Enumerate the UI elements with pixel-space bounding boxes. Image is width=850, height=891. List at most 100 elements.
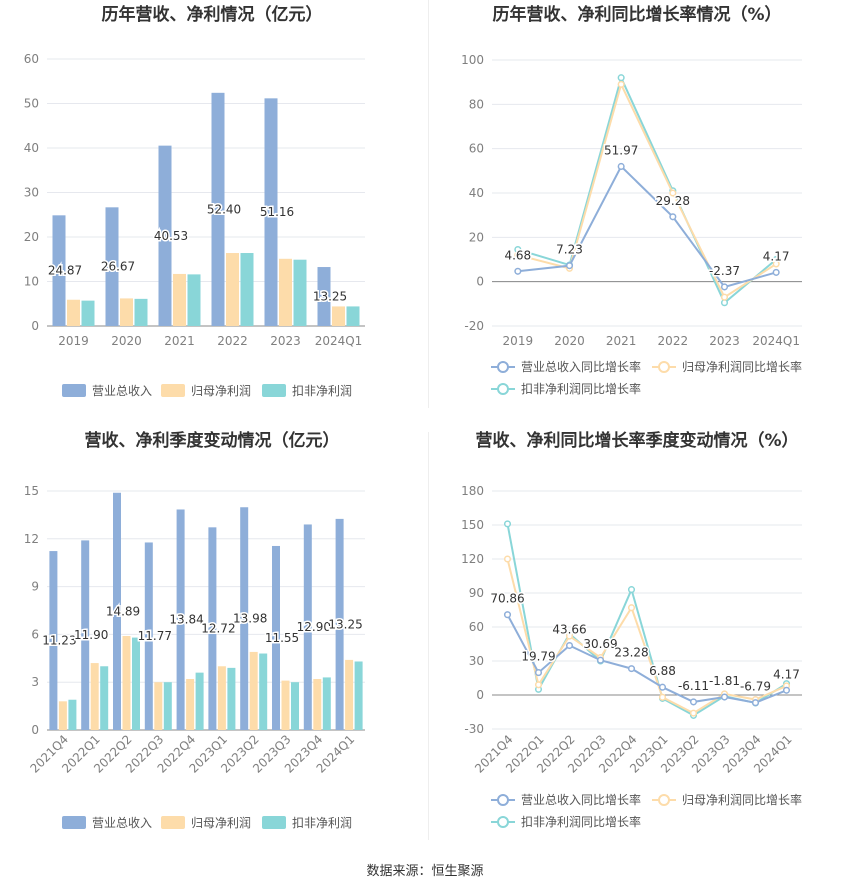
panel-divider-bottom <box>428 432 429 840</box>
bar-deducted-net-profit <box>163 682 172 730</box>
bar-net-profit <box>90 663 99 730</box>
y-tick-label: 100 <box>461 53 484 67</box>
bar-deducted-net-profit <box>81 300 95 326</box>
bar-data-label: 52.40 <box>207 202 241 216</box>
line-point <box>503 520 512 528</box>
y-tick-label: 9 <box>31 580 39 594</box>
y-tick-label: 60 <box>469 620 484 634</box>
bar-revenue <box>81 540 90 730</box>
legend-swatch <box>262 816 286 829</box>
chart-title: 营收、净利季度变动情况（亿元） <box>85 430 340 451</box>
line-point <box>669 189 677 197</box>
legend-marker <box>658 794 670 806</box>
y-tick-label: 60 <box>24 52 39 66</box>
y-tick-label: 60 <box>469 142 484 156</box>
line-data-label: 6.88 <box>649 664 676 678</box>
bar-data-label: 13.84 <box>169 613 203 627</box>
chart-annual-growth-rate: 历年营收、净利同比增长率情况（%） -20 0 20 40 60 80 100 2019 2020… <box>425 0 850 408</box>
bar-net-profit <box>279 258 292 326</box>
y-tick-label: 30 <box>469 654 484 668</box>
legend-label: 营业总收入 <box>92 816 152 830</box>
bar-revenue <box>158 145 172 326</box>
line-point <box>720 283 729 291</box>
bar-data-label: 24.87 <box>48 264 82 278</box>
bar-net-profit <box>67 299 80 326</box>
legend-swatch <box>62 816 86 829</box>
line-point <box>658 683 667 691</box>
line-series-deducted-net-profit-growth <box>517 74 777 305</box>
y-tick-label: 180 <box>461 484 484 498</box>
legend-label: 归母净利润 <box>191 384 251 398</box>
bar-revenue <box>113 492 121 730</box>
y-tick-label: 150 <box>461 518 484 532</box>
legend-swatch <box>161 384 185 397</box>
line-data-label: 4.17 <box>763 249 790 263</box>
bar-net-profit <box>332 306 345 326</box>
legend-marker <box>497 361 509 373</box>
legend-label: 扣非净利润同比增长率 <box>521 814 641 829</box>
bar-deducted-net-profit <box>346 306 360 326</box>
chart-quarterly-revenue-profit: 营收、净利季度变动情况（亿元） 0 3 6 9 12 15 2021Q4 2022Q1 2022Q… <box>0 428 425 848</box>
legend-label: 归母净利润同比增长率 <box>682 359 802 374</box>
chart-title: 历年营收、净利同比增长率情况（%） <box>492 4 781 25</box>
panel-divider-top <box>428 0 429 408</box>
data-source-note: 数据来源：恒生聚源 <box>366 864 484 879</box>
bar-net-profit <box>281 680 290 730</box>
legend-marker <box>497 383 509 395</box>
chart-annual-revenue-profit-svg: 历年营收、净利情况（亿元） 0 10 20 30 40 50 60 2019 2020 2021 20… <box>24 4 365 398</box>
y-tick-label: 15 <box>24 484 39 498</box>
line-point <box>720 693 729 701</box>
bar-deducted-net-profit <box>240 253 254 326</box>
legend-label: 营业总收入同比增长率 <box>521 359 641 374</box>
line-point <box>503 611 512 619</box>
bar-data-label: 40.53 <box>154 229 188 243</box>
line-point <box>689 698 698 706</box>
bar-revenue <box>52 215 66 326</box>
bar-net-profit <box>120 298 133 326</box>
chart-quarterly-revenue-profit-svg: 营收、净利季度变动情况（亿元）036912152021Q42022Q12022Q… <box>24 430 365 830</box>
y-tick-label: 0 <box>476 688 484 702</box>
line-point <box>627 604 636 612</box>
y-tick-label: -30 <box>464 722 484 736</box>
legend-label: 营业总收入 <box>92 384 152 398</box>
line-data-label: 51.97 <box>604 143 638 157</box>
line-point <box>617 80 625 88</box>
line-point <box>617 74 625 82</box>
x-tick-label: 2023 <box>270 334 301 348</box>
x-tick-label: 2020 <box>554 334 585 348</box>
line-point <box>689 709 698 717</box>
line-data-label: 19.79 <box>521 650 555 664</box>
bar-revenue <box>176 509 185 730</box>
line-point <box>596 656 605 664</box>
y-tick-label: 80 <box>469 97 484 111</box>
legend-swatch <box>161 816 185 829</box>
bar-net-profit <box>154 682 163 730</box>
bar-deducted-net-profit <box>227 667 236 730</box>
line-data-label: 4.17 <box>773 667 800 681</box>
bar-data-label: 12.90 <box>297 620 331 634</box>
bar-net-profit <box>186 679 195 730</box>
legend-marker <box>658 361 670 373</box>
bar-deducted-net-profit <box>132 637 140 730</box>
line-data-label: 4.68 <box>504 248 531 262</box>
x-tick-label: 2021 <box>606 334 637 348</box>
y-tick-label: 40 <box>469 186 484 200</box>
bar-deducted-net-profit <box>291 682 299 730</box>
bar-revenue <box>211 92 225 326</box>
y-tick-label: 10 <box>24 275 39 289</box>
bar-deducted-net-profit <box>354 661 363 730</box>
legend-label: 扣非净利润 <box>292 384 352 398</box>
line-data-label: -6.79 <box>740 680 771 694</box>
chart-annual-growth-rate-svg: 历年营收、净利同比增长率情况（%） -20 0 20 40 60 80 100 2019 2020… <box>461 4 802 396</box>
y-tick-label: 0 <box>476 275 484 289</box>
y-tick-label: 12 <box>24 532 39 546</box>
bar-revenue <box>335 518 344 730</box>
line-point <box>565 262 574 270</box>
legend-label: 营业总收入同比增长率 <box>521 792 641 807</box>
bar-deducted-net-profit <box>187 274 201 326</box>
bar-revenue <box>317 267 331 326</box>
legend-label: 扣非净利润 <box>292 816 352 830</box>
legend-label: 扣非净利润同比增长率 <box>521 381 641 396</box>
line-point <box>514 267 522 275</box>
chart-quarterly-growth-rate: 营收、净利同比增长率季度变动情况（%） -30 0 30 60 90 120 150 180 20… <box>425 428 850 848</box>
